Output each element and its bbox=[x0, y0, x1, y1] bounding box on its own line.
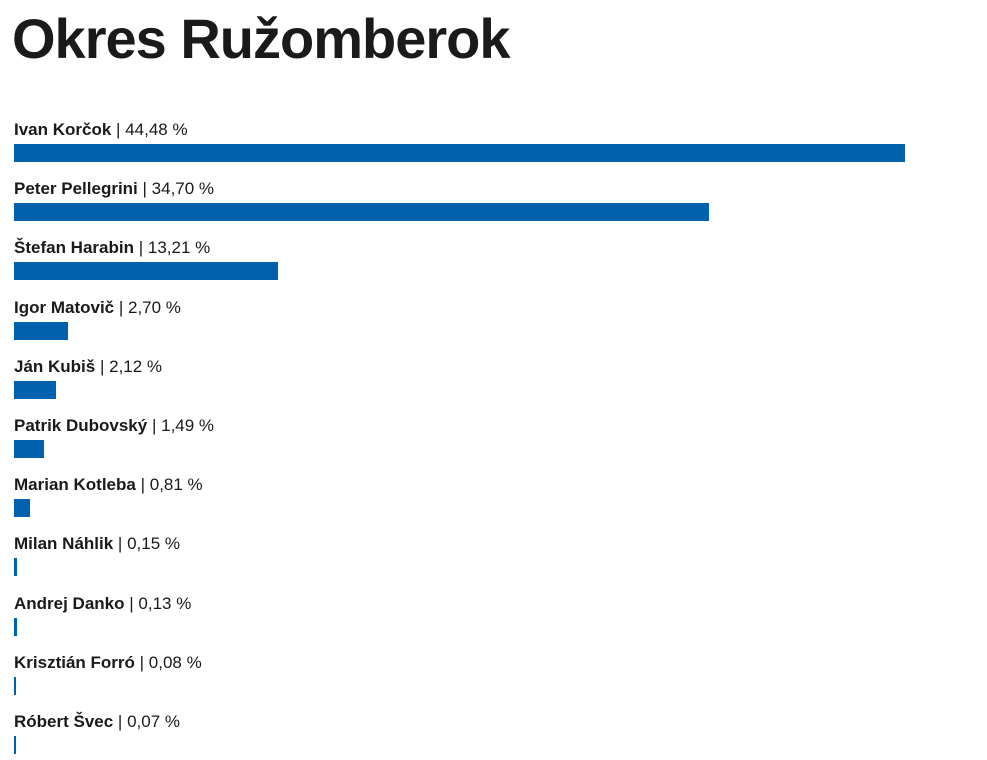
bar bbox=[14, 617, 17, 636]
bar-row: Ivan Korčok | 44,48 % bbox=[14, 118, 974, 168]
bar-label: Marian Kotleba | 0,81 % bbox=[14, 473, 203, 497]
candidate-percentage: 13,21 % bbox=[147, 238, 211, 258]
bar-row: Krisztián Forró | 0,08 % bbox=[14, 651, 974, 701]
bar bbox=[14, 321, 69, 340]
bar-label: Peter Pellegrini | 34,70 % bbox=[14, 177, 214, 201]
candidate-name: Andrej Danko bbox=[14, 593, 125, 613]
candidate-name: Krisztián Forró bbox=[14, 652, 135, 672]
candidate-percentage: 1,49 % bbox=[161, 416, 215, 435]
candidate-percentage: 34,70 % bbox=[151, 179, 215, 199]
bar-row: Štefan Harabin | 13,21 % bbox=[14, 236, 974, 286]
bar-row: Marian Kotleba | 0,81 % bbox=[14, 473, 974, 523]
bar-label: Igor Matovič | 2,70 % bbox=[14, 296, 181, 320]
candidate-name: Ivan Korčok bbox=[14, 120, 112, 139]
bar-row: Milan Náhlik | 0,15 % bbox=[14, 532, 974, 582]
candidate-name: Štefan Harabin bbox=[14, 238, 134, 258]
bar-label: Ivan Korčok | 44,48 % bbox=[14, 118, 188, 142]
candidate-percentage: 2,12 % bbox=[109, 356, 163, 376]
bar-row: Peter Pellegrini | 34,70 % bbox=[14, 177, 974, 227]
candidate-name: Milan Náhlik bbox=[14, 534, 114, 554]
candidate-name: Igor Matovič bbox=[14, 297, 115, 317]
candidate-percentage: 0,13 % bbox=[138, 593, 192, 613]
bar-label: Róbert Švec | 0,07 % bbox=[14, 710, 180, 734]
bar-row: Patrik Dubovský | 1,49 % bbox=[14, 414, 974, 464]
label-separator: | bbox=[147, 416, 162, 435]
label-separator: | bbox=[134, 652, 149, 672]
bar-label: Patrik Dubovský | 1,49 % bbox=[14, 414, 214, 438]
bar bbox=[14, 676, 16, 695]
label-separator: | bbox=[124, 593, 139, 613]
bar bbox=[14, 203, 709, 222]
bar-row: Andrej Danko | 0,13 % bbox=[14, 592, 974, 642]
bar bbox=[14, 440, 44, 458]
bar-label: Andrej Danko | 0,13 % bbox=[14, 592, 191, 616]
candidate-percentage: 0,15 % bbox=[127, 534, 180, 554]
bar bbox=[14, 499, 31, 518]
label-separator: | bbox=[113, 712, 128, 731]
label-separator: | bbox=[114, 297, 128, 317]
candidate-name: Peter Pellegrini bbox=[14, 179, 138, 199]
label-separator: | bbox=[133, 238, 148, 258]
candidate-percentage: 0,81 % bbox=[149, 475, 203, 495]
bar-label: Štefan Harabin | 13,21 % bbox=[14, 236, 210, 260]
candidate-percentage: 0,08 % bbox=[148, 652, 202, 672]
label-separator: | bbox=[113, 534, 128, 554]
bar bbox=[14, 144, 905, 162]
bar-row: Igor Matovič | 2,70 % bbox=[14, 296, 974, 346]
chart-title: Okres Ružomberok bbox=[12, 7, 510, 70]
bar-row: Róbert Švec | 0,07 % bbox=[14, 710, 974, 760]
candidate-name: Marian Kotleba bbox=[14, 475, 136, 495]
bar-row: Ján Kubiš | 2,12 % bbox=[14, 355, 974, 405]
bar bbox=[14, 262, 279, 281]
bar-label: Krisztián Forró | 0,08 % bbox=[14, 651, 202, 675]
candidate-name: Patrik Dubovský bbox=[14, 416, 148, 435]
candidate-percentage: 0,07 % bbox=[127, 712, 181, 731]
candidate-percentage: 2,70 % bbox=[128, 297, 181, 317]
label-separator: | bbox=[111, 120, 126, 139]
bar-label: Milan Náhlik | 0,15 % bbox=[14, 532, 180, 556]
bar bbox=[14, 736, 16, 754]
candidate-percentage: 44,48 % bbox=[125, 120, 188, 139]
label-separator: | bbox=[135, 475, 150, 495]
bar bbox=[14, 380, 57, 399]
label-separator: | bbox=[95, 356, 110, 376]
label-separator: | bbox=[137, 179, 152, 199]
bar bbox=[14, 558, 17, 577]
candidate-name: Róbert Švec bbox=[14, 712, 114, 731]
candidate-name: Ján Kubiš bbox=[14, 356, 96, 376]
bar-label: Ján Kubiš | 2,12 % bbox=[14, 355, 162, 379]
